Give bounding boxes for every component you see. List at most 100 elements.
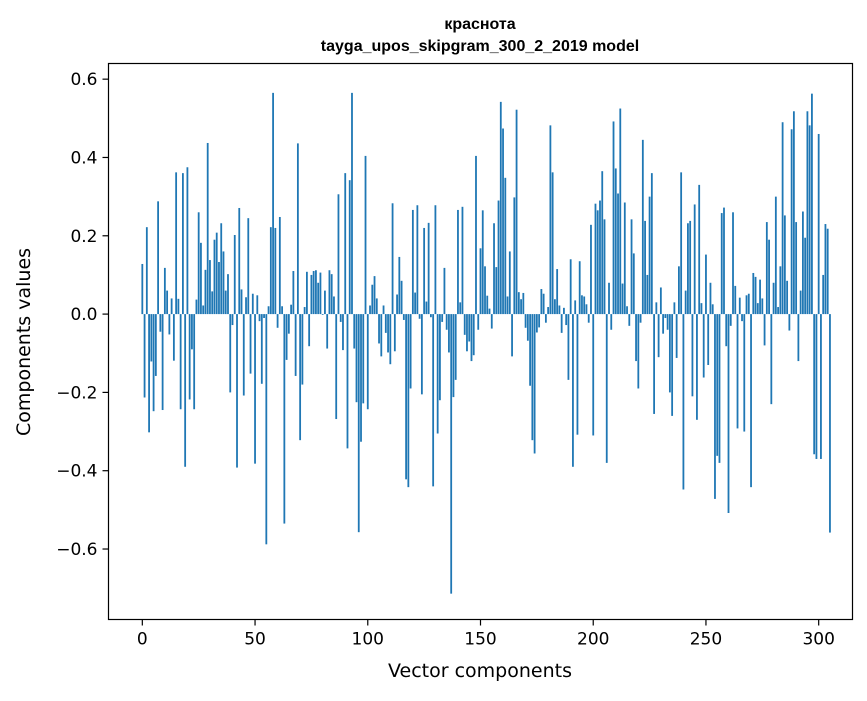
bar-305	[829, 314, 831, 533]
bar-96	[357, 314, 360, 533]
bar-56	[267, 306, 270, 315]
bar-204	[601, 171, 604, 315]
bar-247	[698, 184, 701, 315]
bar-36	[222, 251, 225, 315]
bar-274	[759, 279, 761, 315]
bar-16	[177, 298, 180, 315]
bar-192	[574, 300, 577, 315]
bar-216	[628, 314, 631, 326]
bar-8	[159, 314, 162, 332]
bar-239	[680, 172, 683, 315]
bar-271	[752, 272, 755, 315]
bar-10	[163, 267, 166, 315]
bar-199	[590, 224, 592, 315]
bar-225	[648, 196, 651, 315]
bar-91	[346, 314, 349, 449]
bar-89	[342, 314, 344, 351]
bar-152	[484, 266, 486, 315]
bar-277	[765, 222, 768, 315]
bar-215	[626, 306, 628, 315]
bar-23	[193, 314, 196, 410]
bar-264	[736, 314, 739, 429]
bar-272	[754, 276, 757, 315]
bar-143	[463, 314, 466, 335]
y-tick-label: −0.6	[56, 540, 97, 560]
bar-141	[459, 302, 462, 315]
bar-175	[535, 314, 538, 333]
bar-176	[538, 314, 541, 328]
bar-214	[623, 202, 626, 315]
bar-181	[549, 125, 552, 315]
bar-128	[430, 314, 432, 318]
bar-102	[371, 284, 374, 315]
y-tick-label: −0.2	[56, 383, 97, 403]
bar-125	[423, 227, 426, 315]
x-tick-label: 200	[577, 630, 609, 650]
x-axis-label: Vector components	[388, 660, 572, 682]
bar-108	[384, 314, 387, 333]
bar-41	[233, 235, 236, 315]
bar-219	[635, 314, 637, 362]
bar-284	[781, 122, 784, 315]
bar-237	[675, 314, 678, 358]
bar-224	[646, 274, 649, 315]
bar-151	[481, 210, 484, 315]
bar-64	[285, 314, 288, 360]
bar-268	[745, 295, 748, 315]
bar-39	[229, 314, 232, 393]
bar-147	[472, 314, 475, 356]
bar-226	[650, 173, 653, 315]
bar-18	[182, 173, 184, 315]
bar-161	[504, 177, 507, 315]
bar-185	[558, 305, 561, 315]
bar-76	[312, 271, 315, 315]
bar-235	[671, 314, 674, 416]
bar-230	[659, 287, 662, 315]
bar-110	[389, 314, 392, 365]
bar-101	[369, 305, 371, 315]
bar-123	[418, 314, 421, 319]
bar-62	[281, 306, 283, 315]
bar-1	[143, 314, 146, 398]
bar-234	[668, 314, 671, 393]
bar-180	[547, 307, 550, 315]
bar-0	[141, 263, 144, 315]
bar-171	[526, 314, 529, 341]
bar-154	[488, 308, 491, 315]
bar-14	[172, 314, 175, 361]
bar-45	[242, 314, 245, 396]
bar-217	[630, 219, 633, 315]
bar-69	[296, 143, 299, 315]
bar-281	[774, 196, 777, 315]
bar-109	[387, 314, 389, 353]
bar-73	[306, 271, 308, 315]
bar-282	[777, 307, 779, 315]
bar-61	[278, 216, 281, 315]
bar-298	[813, 314, 816, 455]
x-tick-label: 0	[137, 630, 148, 650]
bar-118	[407, 314, 410, 488]
bar-251	[707, 314, 710, 365]
bar-68	[294, 314, 297, 376]
bar-292	[799, 290, 802, 315]
bar-63	[283, 314, 286, 524]
bar-66	[290, 304, 293, 315]
bar-65	[287, 314, 290, 334]
bar-21	[188, 314, 191, 400]
bar-85	[333, 296, 335, 315]
bar-162	[506, 296, 509, 315]
bar-201	[594, 203, 597, 315]
bar-249	[702, 314, 705, 378]
bar-174	[533, 314, 536, 454]
bar-25	[197, 212, 200, 315]
x-tick-label: 150	[464, 630, 496, 650]
bar-294	[804, 237, 807, 315]
bar-266	[741, 314, 743, 322]
bar-193	[576, 314, 579, 435]
bar-15	[175, 172, 178, 315]
bar-12	[168, 314, 171, 335]
x-tick-label: 300	[802, 630, 834, 650]
bar-132	[439, 314, 441, 401]
bar-297	[811, 93, 813, 315]
